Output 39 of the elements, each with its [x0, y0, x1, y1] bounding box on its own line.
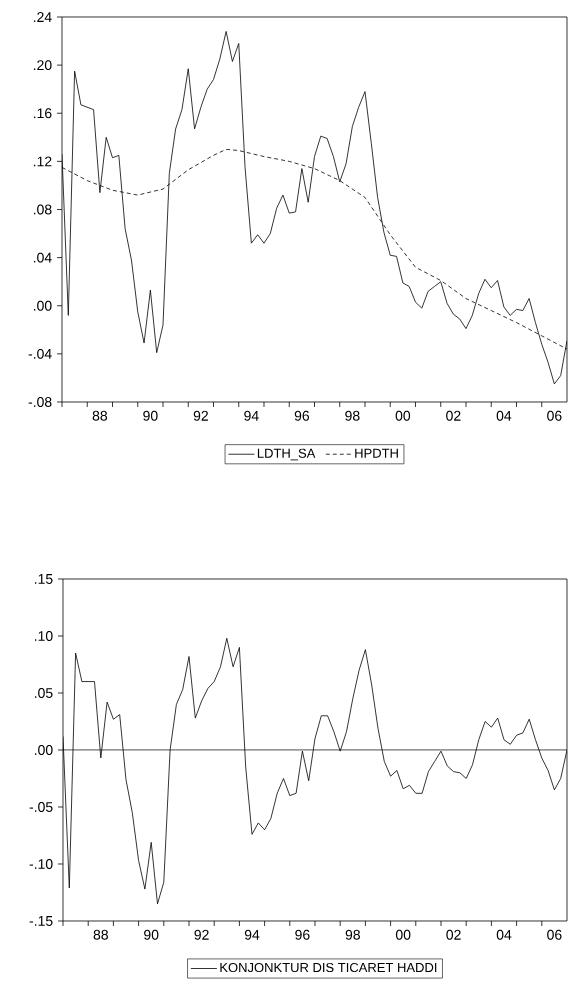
- legend-label: KONJONKTUR DIS TICARET HADDI: [220, 962, 437, 973]
- x-tick-label: 98: [345, 929, 360, 940]
- y-tick-label: .12: [33, 156, 52, 167]
- x-tick-label: 94: [244, 410, 259, 421]
- x-tick-label: 90: [144, 929, 159, 940]
- y-tick-label: -.10: [29, 859, 53, 869]
- y-tick-label: .24: [33, 12, 52, 22]
- y-tick-label: .00: [34, 745, 53, 755]
- x-tick-label: 00: [395, 929, 411, 940]
- x-tick-label: 04: [496, 410, 512, 421]
- y-tick-label: -.08: [28, 397, 52, 407]
- y-tick-label: .05: [34, 688, 53, 698]
- y-tick-label: .00: [33, 300, 52, 311]
- x-tick-label: 92: [193, 410, 208, 421]
- y-tick-label: .16: [33, 108, 52, 119]
- x-tick-label: 02: [446, 929, 461, 940]
- y-tick-label: .20: [33, 60, 52, 71]
- x-tick-label: 88: [92, 410, 108, 421]
- x-tick-label: 06: [547, 929, 562, 940]
- x-tick-label: 02: [446, 410, 461, 421]
- x-tick-label: 00: [395, 410, 411, 421]
- x-tick-label: 94: [244, 929, 260, 940]
- y-tick-label: -.15: [29, 916, 53, 926]
- y-tick-label: .15: [34, 574, 53, 584]
- x-tick-label: 92: [194, 929, 209, 940]
- y-tick-label: .10: [34, 631, 53, 641]
- x-tick-label: 96: [294, 410, 310, 421]
- x-tick-label: 04: [496, 929, 512, 940]
- y-tick-label: -.05: [29, 802, 53, 812]
- x-tick-label: 06: [547, 410, 562, 421]
- x-tick-label: 90: [143, 410, 158, 421]
- x-tick-label: 96: [295, 929, 310, 940]
- y-tick-label: .08: [33, 204, 52, 215]
- legend-label: HPDTH: [355, 448, 398, 458]
- x-tick-label: 88: [93, 929, 108, 940]
- y-tick-label: .04: [33, 252, 52, 263]
- legend-label: LDTH_SA: [257, 448, 316, 461]
- x-tick-label: 98: [345, 410, 360, 421]
- y-tick-label: -.04: [28, 348, 52, 359]
